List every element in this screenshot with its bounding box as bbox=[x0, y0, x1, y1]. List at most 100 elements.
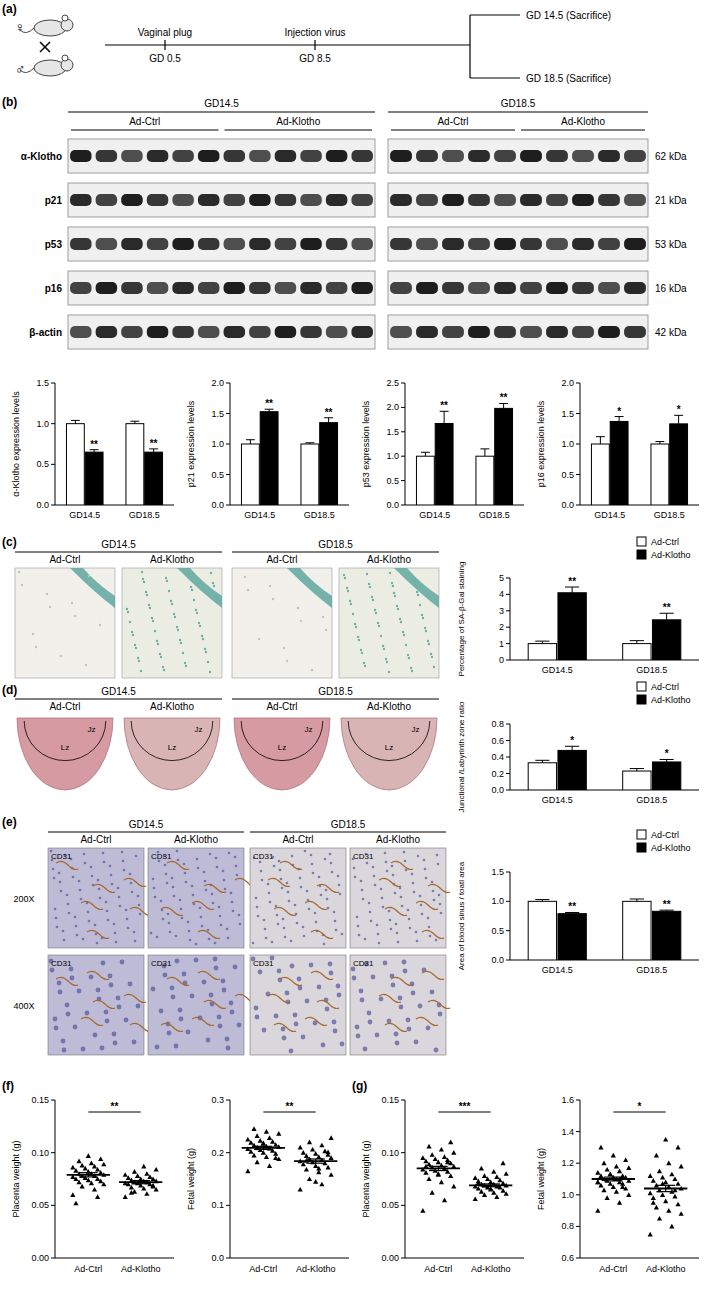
y-tick bbox=[576, 413, 580, 414]
nucleus bbox=[95, 933, 98, 936]
nucleus bbox=[186, 1030, 191, 1035]
stain-dot bbox=[361, 652, 363, 654]
y-tick-label: 0.5 bbox=[36, 459, 49, 469]
stain-dot bbox=[410, 667, 412, 669]
bar bbox=[66, 424, 84, 505]
point bbox=[80, 1184, 85, 1189]
stain-dot bbox=[182, 652, 184, 654]
blot-band bbox=[520, 326, 542, 338]
stain-dot bbox=[156, 640, 158, 642]
bar-chart: 012345Percentage of SA-β-Gal stainingGD1… bbox=[457, 537, 699, 676]
y-tick bbox=[226, 1205, 230, 1206]
nucleus bbox=[264, 928, 267, 931]
y-tick-label: 0.5 bbox=[211, 470, 224, 480]
zone-boundary bbox=[24, 721, 106, 761]
panel-label: (a) bbox=[2, 2, 17, 16]
blot-band bbox=[249, 326, 270, 338]
nucleus bbox=[192, 894, 195, 897]
nucleus bbox=[418, 1004, 423, 1009]
significance: ** bbox=[265, 398, 273, 409]
blot-band bbox=[520, 282, 542, 294]
mouse-icon bbox=[20, 15, 73, 36]
nucleus bbox=[221, 979, 226, 984]
y-axis-label: p21 expression levels bbox=[186, 400, 196, 487]
nucleus bbox=[219, 915, 222, 918]
error-cap bbox=[79, 1176, 98, 1177]
stain-dot bbox=[417, 594, 419, 596]
x-tick-label: GD18.5 bbox=[479, 510, 510, 520]
blot-band bbox=[494, 282, 516, 294]
cd31-stain bbox=[81, 901, 103, 909]
error-cap bbox=[306, 1158, 325, 1159]
cd31-stain bbox=[198, 930, 220, 938]
blot-band bbox=[442, 194, 464, 206]
y-tick bbox=[506, 610, 510, 611]
nucleus bbox=[323, 943, 326, 946]
stain-dot bbox=[171, 603, 173, 605]
bar bbox=[126, 424, 144, 505]
nucleus bbox=[58, 990, 63, 995]
stain-dot bbox=[159, 653, 161, 655]
dot-plot: 0.60.81.01.21.41.6Fetal weight (g)Ad-Ctr… bbox=[536, 1095, 699, 1274]
y-tick-label: 2.0 bbox=[211, 378, 224, 388]
path bbox=[341, 718, 437, 790]
blot-band bbox=[96, 282, 117, 294]
nucleus bbox=[296, 922, 299, 925]
header-rule bbox=[48, 832, 244, 833]
zone-label: Lz bbox=[168, 743, 176, 752]
y-axis-label: p53 expression levels bbox=[361, 400, 371, 487]
nucleus bbox=[215, 857, 218, 860]
rect bbox=[388, 139, 648, 173]
stain-dot bbox=[212, 582, 214, 584]
y-tick bbox=[401, 383, 405, 384]
blot-band bbox=[224, 238, 245, 250]
stain-dot bbox=[32, 633, 34, 635]
nucleus bbox=[117, 887, 120, 890]
blot-band bbox=[624, 282, 646, 294]
nucleus bbox=[170, 986, 175, 991]
nucleus bbox=[402, 960, 407, 965]
stain-dot bbox=[397, 608, 399, 610]
rect bbox=[68, 139, 375, 173]
nucleus bbox=[203, 871, 206, 874]
bar-chart: 0.00.51.01.52.02.5p53 expression levelsG… bbox=[361, 378, 524, 520]
nucleus bbox=[329, 853, 332, 856]
blot-band bbox=[224, 326, 245, 338]
nucleus bbox=[131, 891, 134, 894]
nucleus bbox=[257, 915, 260, 918]
y-tick bbox=[51, 1100, 55, 1101]
y-tick-label: 0.8 bbox=[561, 1221, 574, 1231]
stain-dot bbox=[411, 670, 413, 672]
blot-band bbox=[468, 150, 490, 162]
nucleus bbox=[390, 928, 393, 931]
rect bbox=[48, 955, 144, 1055]
nucleus bbox=[406, 1018, 411, 1023]
x-tick-label: GD18.5 bbox=[636, 965, 667, 975]
cd31-stain bbox=[81, 1017, 103, 1025]
point bbox=[329, 1135, 334, 1140]
point bbox=[301, 1150, 306, 1155]
nucleus bbox=[136, 1004, 141, 1009]
nucleus bbox=[361, 889, 364, 892]
nucleus bbox=[262, 1028, 267, 1033]
nucleus bbox=[53, 1017, 58, 1022]
nucleus bbox=[416, 940, 419, 943]
nucleus bbox=[275, 905, 278, 908]
header-rule bbox=[250, 832, 446, 833]
point bbox=[626, 1165, 631, 1170]
stain-dot bbox=[346, 587, 348, 589]
nucleus bbox=[222, 988, 227, 993]
y-axis-label: Junctional /Labyrinth zone ratio bbox=[457, 701, 466, 812]
point bbox=[672, 1176, 677, 1181]
nucleus bbox=[213, 957, 218, 962]
nucleus bbox=[392, 874, 395, 877]
stain-dot bbox=[433, 666, 435, 668]
error-bar bbox=[565, 587, 579, 593]
nucleus bbox=[209, 853, 212, 856]
nucleus bbox=[76, 934, 79, 937]
cd31-image: CD31 bbox=[350, 955, 450, 1055]
y-tick bbox=[401, 1205, 405, 1206]
nucleus bbox=[403, 851, 406, 854]
stain-dot bbox=[141, 571, 143, 573]
y-tick-label: 1.4 bbox=[561, 1127, 574, 1137]
